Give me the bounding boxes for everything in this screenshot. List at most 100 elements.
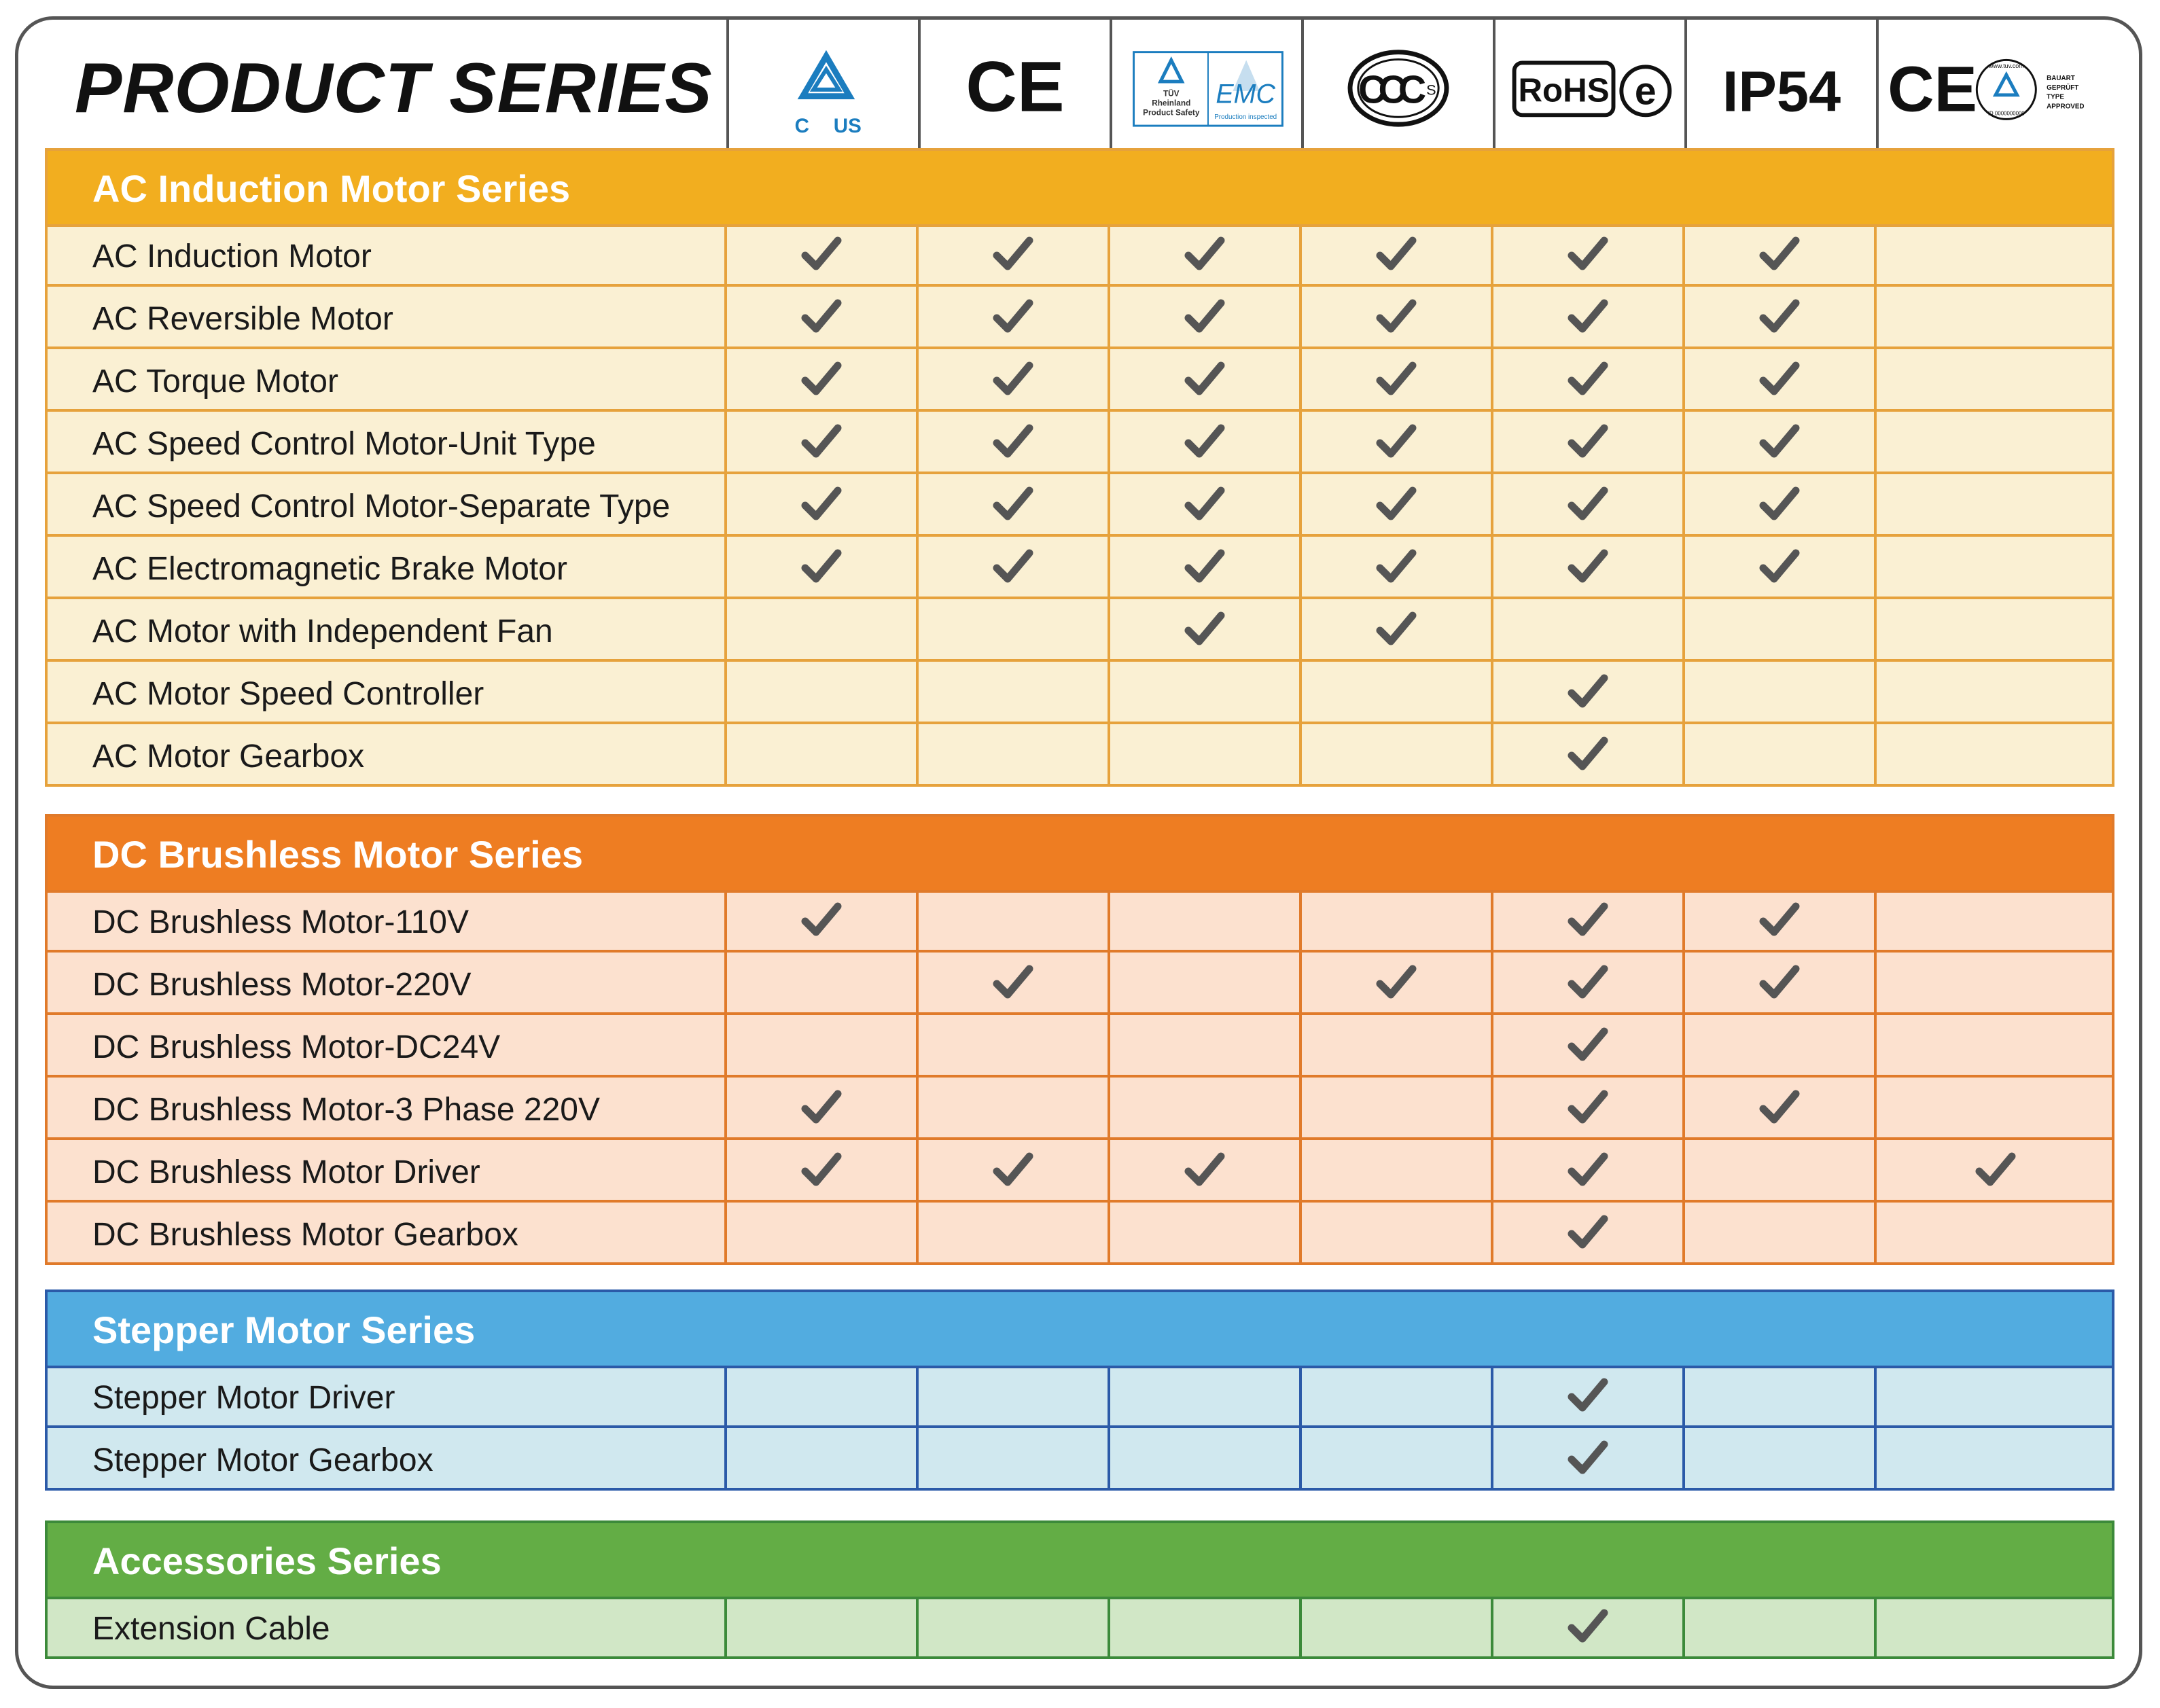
check-icon	[1376, 486, 1417, 520]
check-icon	[801, 299, 842, 333]
table-row: DC Brushless Motor-110V	[48, 890, 2112, 953]
product-label: AC Electromagnetic Brake Motor	[92, 551, 567, 587]
section-header: Accessories Series	[48, 1523, 2112, 1599]
check-icon	[1184, 1152, 1225, 1186]
product-label: AC Motor with Independent Fan	[92, 613, 553, 650]
cert-cell-tuv-cus-mark	[724, 412, 916, 474]
cert-cell-ccc-mark	[1299, 1140, 1491, 1203]
cert-cell-tuv-cus-mark	[724, 537, 916, 599]
tuv-url-text: www.tuv.com	[1988, 63, 2024, 69]
table-row: DC Brushless Motor Driver	[48, 1140, 2112, 1203]
product-label: AC Speed Control Motor-Separate Type	[92, 488, 671, 524]
check-icon	[1568, 736, 1608, 770]
ce2-text: CE	[1888, 54, 1977, 126]
cert-cell-ce-tuv-bauart-mark	[1874, 953, 2114, 1015]
cert-cell-ce-mark	[916, 1203, 1108, 1265]
cert-cell-ce-mark	[916, 890, 1108, 953]
check-icon	[1759, 902, 1800, 936]
ce-mark-icon: CE	[966, 47, 1064, 126]
cert-cell-ccc-mark	[1299, 1366, 1491, 1428]
table-row: AC Speed Control Motor-Unit Type	[48, 412, 2112, 474]
check-icon	[1568, 1378, 1608, 1412]
check-icon	[1568, 361, 1608, 395]
check-icon	[1568, 549, 1608, 583]
cert-cell-ce-tuv-bauart-mark	[1874, 662, 2114, 724]
table-row: AC Motor with Independent Fan	[48, 599, 2112, 662]
cert-cell-tuv-cus-mark	[724, 953, 916, 1015]
tuv-emc-mark-icon: TÜV Rheinland Product Safety EMC Product…	[1133, 51, 1283, 127]
check-icon	[1568, 236, 1608, 270]
check-icon	[1568, 1090, 1608, 1124]
cert-cell-tuv-cus-mark	[724, 1015, 916, 1078]
cert-cell-ccc-mark	[1299, 890, 1491, 953]
check-icon	[1759, 1090, 1800, 1124]
cert-cell-tuv-emc-mark	[1108, 412, 1299, 474]
table-row: DC Brushless Motor-220V	[48, 953, 2112, 1015]
cert-cell-tuv-emc-mark	[1108, 1140, 1299, 1203]
cert-cell-ce-mark	[916, 1428, 1108, 1491]
section-title: Accessories Series	[92, 1540, 442, 1582]
cert-cell-ce-tuv-bauart-mark	[1874, 474, 2114, 537]
cert-cell-rohs-mark	[1491, 1428, 1682, 1491]
cert-cell-ce-mark	[916, 1140, 1108, 1203]
check-icon	[1759, 424, 1800, 458]
check-icon	[801, 486, 842, 520]
cert-cell-tuv-emc-mark	[1108, 953, 1299, 1015]
type-text: TYPE	[2047, 94, 2064, 101]
check-icon	[1184, 611, 1225, 645]
product-safety-text: Product Safety	[1143, 107, 1200, 117]
cert-cell-ip54-mark	[1682, 724, 1874, 787]
check-icon	[1376, 424, 1417, 458]
cert-cell-tuv-emc-mark	[1108, 1597, 1299, 1659]
cert-cell-ip54-mark	[1682, 412, 1874, 474]
cert-cell-tuv-cus-mark	[724, 224, 916, 287]
cert-cell-rohs-mark	[1491, 224, 1682, 287]
table-row: AC Electromagnetic Brake Motor	[48, 537, 2112, 599]
cert-cell-rohs-mark	[1491, 1078, 1682, 1140]
cert-header-ip54: IP54	[1684, 16, 1876, 149]
cert-cell-ccc-mark	[1299, 724, 1491, 787]
rohs-mark-icon: RoHS e	[1512, 60, 1672, 118]
cert-cell-tuv-cus-mark	[724, 349, 916, 412]
check-icon	[993, 361, 1033, 395]
cert-cell-tuv-cus-mark	[724, 1078, 916, 1140]
check-icon	[993, 424, 1033, 458]
cert-cell-ip54-mark	[1682, 349, 1874, 412]
section-1: DC Brushless Motor Series DC Brushless Mo…	[45, 814, 2114, 1265]
check-icon	[1759, 361, 1800, 395]
product-label: DC Brushless Motor-3 Phase 220V	[92, 1092, 600, 1128]
cert-cell-tuv-emc-mark	[1108, 474, 1299, 537]
cert-cell-ce-tuv-bauart-mark	[1874, 1078, 2114, 1140]
product-label: DC Brushless Motor-110V	[92, 904, 469, 940]
cert-header-ce-tuv: CE www.tuv.com ID 0000000000 BAUART GEPR…	[1876, 16, 2114, 149]
table-row: AC Motor Gearbox	[48, 724, 2112, 787]
cert-cell-ce-mark	[916, 412, 1108, 474]
cert-cell-ce-mark	[916, 724, 1108, 787]
cert-cell-ccc-mark	[1299, 953, 1491, 1015]
cert-cell-rohs-mark	[1491, 412, 1682, 474]
section-header: DC Brushless Motor Series	[48, 817, 2112, 893]
production-inspected-text: Production inspected	[1214, 113, 1277, 121]
product-label: Stepper Motor Driver	[92, 1380, 395, 1416]
cert-cell-tuv-cus-mark	[724, 1597, 916, 1659]
check-icon	[1975, 1152, 2016, 1186]
check-icon	[1759, 236, 1800, 270]
cert-cell-ccc-mark	[1299, 412, 1491, 474]
cert-header-tuv-emc: TÜV Rheinland Product Safety EMC Product…	[1110, 16, 1301, 149]
cert-cell-rohs-mark	[1491, 349, 1682, 412]
check-icon	[801, 1152, 842, 1186]
cert-cell-ip54-mark	[1682, 1140, 1874, 1203]
product-label: DC Brushless Motor Gearbox	[92, 1217, 518, 1253]
cert-cell-tuv-cus-mark	[724, 662, 916, 724]
cert-cell-ccc-mark	[1299, 349, 1491, 412]
cert-cell-ce-tuv-bauart-mark	[1874, 1015, 2114, 1078]
cert-cell-ccc-mark	[1299, 662, 1491, 724]
check-icon	[1184, 486, 1225, 520]
cus-c-text: C	[795, 115, 809, 137]
cert-cell-ccc-mark	[1299, 224, 1491, 287]
check-icon	[801, 361, 842, 395]
check-icon	[1568, 1152, 1608, 1186]
cert-cell-rohs-mark	[1491, 1597, 1682, 1659]
cert-cell-ce-tuv-bauart-mark	[1874, 224, 2114, 287]
bauart-text: BAUART	[2047, 75, 2075, 82]
